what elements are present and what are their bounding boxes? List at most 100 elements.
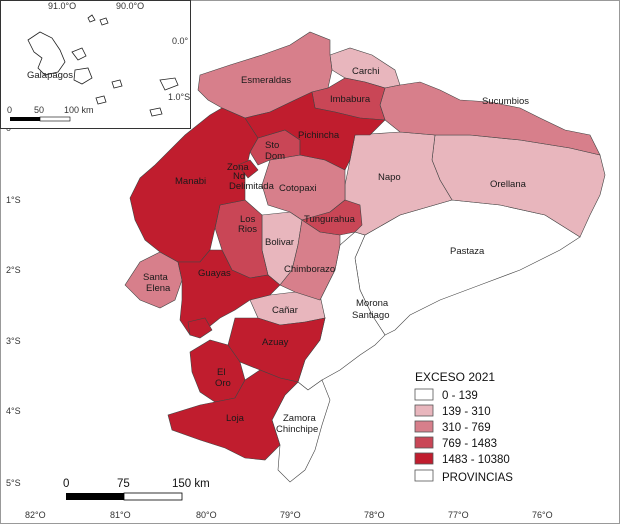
- label-orellana: Orellana: [490, 179, 527, 190]
- label-el-oro: El: [217, 367, 225, 378]
- legend-title: EXCESO 2021: [415, 370, 495, 384]
- label-carchi: Carchi: [352, 66, 379, 77]
- island-espanola: [149, 107, 163, 117]
- scale-label-0: 0: [63, 478, 69, 490]
- label-manabi: Manabi: [175, 176, 206, 187]
- galapagos-inset: 91.0°O 90.0°O 0.0° 1.0°S Galapagos 0 50 …: [0, 0, 191, 129]
- island-pinta: [87, 14, 96, 23]
- island-genovesa: [99, 17, 109, 26]
- label-zona-nd: Nd: [233, 171, 245, 182]
- label-santa-elena: Santa: [143, 272, 169, 283]
- inset-scale-light: [39, 116, 71, 122]
- label-guayas: Guayas: [198, 268, 231, 279]
- inset-frame: [0, 0, 191, 129]
- legend-swatch: [414, 436, 434, 449]
- lat-label: 5°S: [6, 478, 21, 488]
- inset-scale-label: 50: [34, 105, 44, 115]
- label-loja: Loja: [226, 413, 245, 424]
- lat-label: 3°S: [6, 336, 21, 346]
- label-chimborazo: Chimborazo: [284, 264, 335, 275]
- scale-label-150: 150 km: [172, 478, 210, 490]
- label-pichincha: Pichincha: [298, 130, 340, 141]
- longitude-axis: 82°O 81°O 80°O 79°O 78°O 77°O 76°O: [25, 510, 553, 520]
- legend-label: 310 - 769: [442, 422, 491, 434]
- label-santa-elena: Elena: [146, 283, 171, 294]
- label-los-rios: Los: [240, 214, 256, 225]
- label-los-rios: Rios: [238, 224, 257, 235]
- province-zona-nd: [237, 159, 259, 179]
- lat-label: 2°S: [6, 265, 21, 275]
- label-esmeraldas: Esmeraldas: [241, 75, 291, 86]
- legend-item: 310 - 769: [414, 420, 491, 434]
- lon-label: 82°O: [25, 510, 46, 520]
- inset-label: Galapagos: [27, 70, 73, 81]
- lat-label: 4°S: [6, 406, 21, 416]
- legend-item: 0 - 139: [414, 388, 478, 402]
- island-puna: [187, 317, 213, 339]
- legend-item: PROVINCIAS: [414, 469, 513, 484]
- label-tungurahua: Tungurahua: [304, 214, 356, 225]
- provinces-layer: [124, 31, 606, 483]
- island-floreana: [95, 95, 107, 105]
- legend-swatch: [414, 404, 434, 417]
- lon-label: 81°O: [110, 510, 131, 520]
- label-imbabura: Imbabura: [330, 94, 371, 105]
- legend-label: 769 - 1483: [442, 438, 497, 450]
- legend-label: PROVINCIAS: [442, 472, 513, 484]
- inset-lat-label: 1.0°S: [168, 92, 190, 102]
- inset-scale-label: 100 km: [64, 105, 94, 115]
- island-santa-fe: [111, 79, 123, 89]
- province-guayas[interactable]: [177, 249, 281, 336]
- province-sucumbios[interactable]: [379, 81, 601, 156]
- legend-swatch: [414, 469, 434, 482]
- label-zamora: Zamora: [283, 413, 316, 424]
- label-napo: Napo: [378, 172, 401, 183]
- lat-label: 1°S: [6, 195, 21, 205]
- island-san-cristobal: [159, 77, 179, 91]
- legend-item: 769 - 1483: [414, 436, 497, 450]
- inset-scale-dark: [10, 117, 40, 121]
- label-el-oro: Oro: [215, 378, 231, 389]
- legend: EXCESO 2021 0 - 139 139 - 310 310 - 769 …: [414, 370, 513, 484]
- latitude-axis: 0° 1°S 2°S 3°S 4°S 5°S: [6, 123, 21, 488]
- lon-label: 78°O: [364, 510, 385, 520]
- label-delimitada: Delimitada: [229, 181, 275, 192]
- inset-lat-label: 0.0°: [172, 36, 189, 46]
- island-santiago: [71, 47, 87, 61]
- label-azuay: Azuay: [262, 337, 289, 348]
- label-cotopaxi: Cotopaxi: [279, 183, 317, 194]
- label-sucumbios: Sucumbios: [482, 96, 529, 107]
- province-loja[interactable]: [167, 369, 299, 461]
- inset-lon-label: 91.0°O: [48, 1, 76, 11]
- lon-label: 79°O: [280, 510, 301, 520]
- scale-label-75: 75: [117, 478, 130, 490]
- province-labels: Carchi Esmeraldas Imbabura Sucumbios Pic…: [143, 66, 529, 435]
- legend-swatch: [414, 452, 434, 465]
- lon-label: 76°O: [532, 510, 553, 520]
- province-pichincha[interactable]: [244, 91, 386, 171]
- label-sto-domingo: Sto: [265, 140, 279, 151]
- legend-label: 1483 - 10380: [442, 454, 510, 466]
- label-sto-domingo: Dom: [265, 151, 285, 162]
- legend-item: 1483 - 10380: [414, 452, 510, 466]
- scale-bar-light: [123, 492, 183, 501]
- scale-bar: 0 75 150 km: [63, 478, 210, 501]
- legend-swatch: [414, 420, 434, 433]
- label-morona: Morona: [356, 298, 389, 309]
- lon-label: 77°O: [448, 510, 469, 520]
- label-zona-nd: Zona: [227, 162, 249, 173]
- label-pastaza: Pastaza: [450, 246, 485, 257]
- inset-lon-label: 90.0°O: [116, 1, 144, 11]
- legend-swatch: [414, 388, 434, 401]
- province-tungurahua[interactable]: [301, 199, 363, 236]
- inset-scale-label: 0: [7, 105, 12, 115]
- legend-label: 0 - 139: [442, 390, 478, 402]
- label-zamora: Chinchipe: [276, 424, 318, 435]
- island-santa-cruz: [73, 67, 93, 85]
- scale-bar-dark: [66, 493, 124, 500]
- legend-label: 139 - 310: [442, 406, 491, 418]
- label-canar: Cañar: [272, 305, 298, 316]
- label-morona: Santiago: [352, 310, 390, 321]
- label-bolivar: Bolivar: [265, 237, 294, 248]
